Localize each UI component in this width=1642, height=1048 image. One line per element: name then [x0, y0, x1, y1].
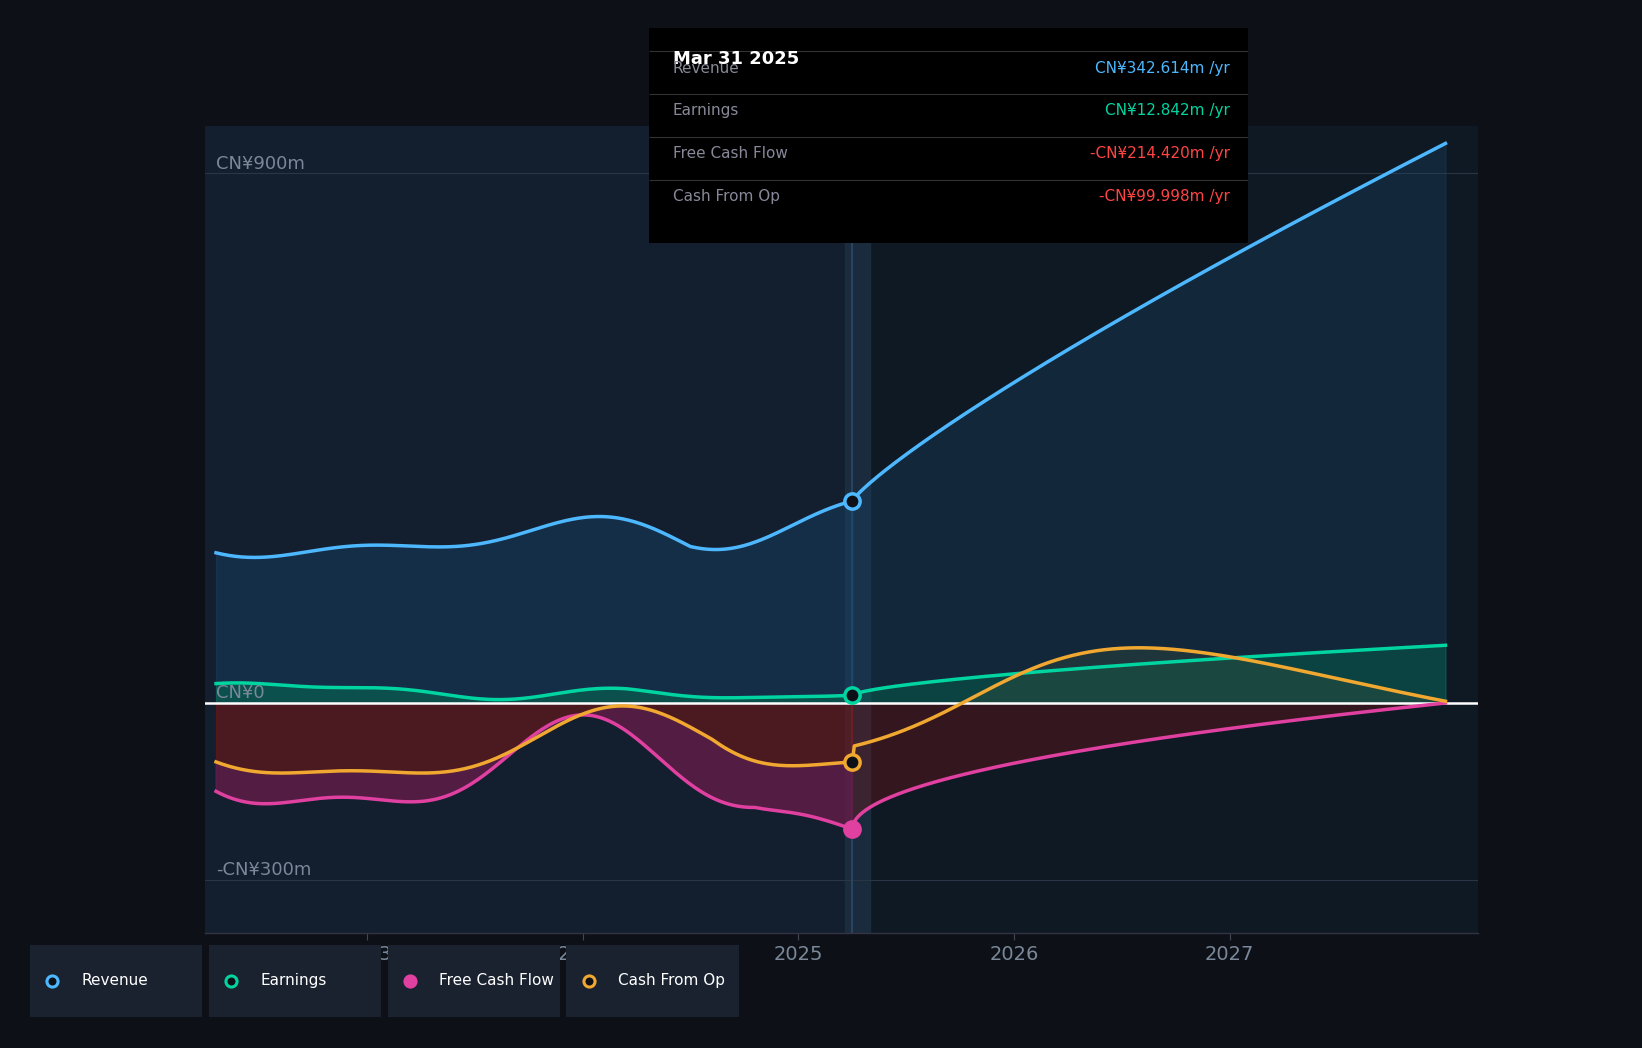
Text: Revenue: Revenue [673, 61, 739, 75]
Bar [205, 126, 852, 933]
Text: CN¥0: CN¥0 [217, 684, 264, 702]
Text: CN¥342.614m /yr: CN¥342.614m /yr [1095, 61, 1230, 75]
Text: Mar 31 2025: Mar 31 2025 [673, 49, 798, 68]
Text: CN¥12.842m /yr: CN¥12.842m /yr [1105, 104, 1230, 118]
Text: -CN¥214.420m /yr: -CN¥214.420m /yr [1090, 147, 1230, 161]
Text: Free Cash Flow: Free Cash Flow [440, 974, 553, 988]
Text: Cash From Op: Cash From Op [673, 190, 780, 204]
Text: Past: Past [791, 194, 839, 213]
Bar [844, 126, 870, 933]
Text: -CN¥99.998m /yr: -CN¥99.998m /yr [1098, 190, 1230, 204]
Text: Revenue: Revenue [82, 974, 148, 988]
Text: Earnings: Earnings [259, 974, 327, 988]
Bar [852, 126, 1478, 933]
Text: CN¥900m: CN¥900m [217, 155, 305, 173]
Text: Cash From Op: Cash From Op [617, 974, 726, 988]
Text: Analysts Forecasts: Analysts Forecasts [892, 194, 1072, 213]
Text: Earnings: Earnings [673, 104, 739, 118]
Text: -CN¥300m: -CN¥300m [217, 860, 312, 878]
Text: Free Cash Flow: Free Cash Flow [673, 147, 788, 161]
